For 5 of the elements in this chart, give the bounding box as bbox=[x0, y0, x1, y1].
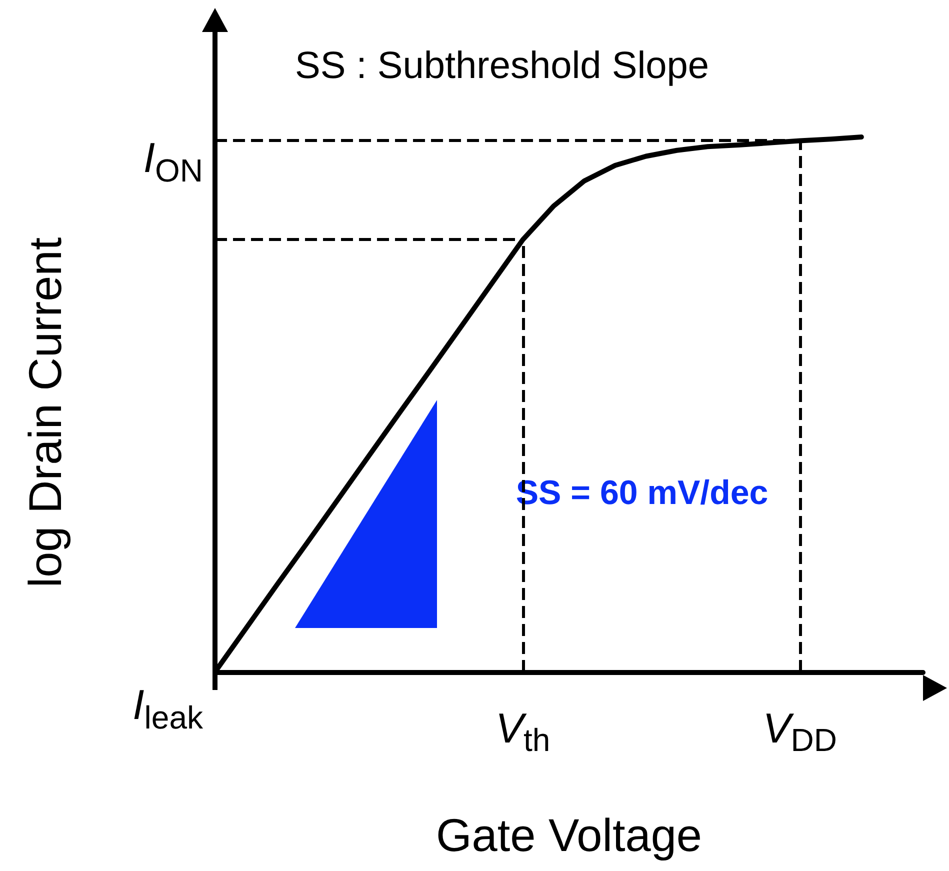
x-axis-title: Gate Voltage bbox=[436, 809, 702, 861]
y-axis-title: log Drain Current bbox=[19, 237, 71, 588]
ref-line-label: I$_{ON}$ bbox=[143, 134, 203, 190]
text: I$_{leak}$ bbox=[132, 681, 203, 738]
chart-title: SS : Subthreshold Slope bbox=[295, 45, 710, 87]
